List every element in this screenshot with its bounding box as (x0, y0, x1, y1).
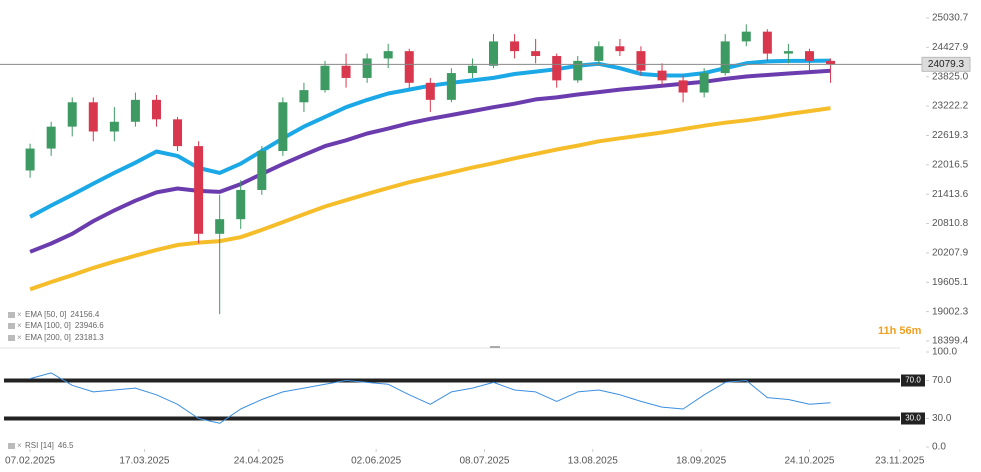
candle-body (67, 102, 77, 127)
legend-name: EMA [50, 0] (25, 310, 66, 319)
price-box (921, 56, 971, 72)
candle-body (657, 70, 667, 81)
candle-body (425, 82, 435, 100)
y-tick-label: 22016.5 (932, 159, 969, 170)
x-tick-label: 13.08.2025 (568, 456, 618, 467)
candle-body (699, 73, 709, 93)
level-box (901, 412, 925, 425)
ema-line (29, 68, 831, 254)
candle-body (615, 46, 625, 52)
rsi-line (29, 372, 831, 424)
candle-body (510, 41, 520, 52)
x-tick-label: 24.04.2025 (234, 456, 284, 467)
candle-body (257, 150, 267, 190)
price-label: 24079.3 (928, 59, 965, 70)
y-tick-label: 22619.3 (932, 130, 969, 141)
x-tick-label: 17.03.2025 (119, 456, 169, 467)
candle-body (109, 121, 119, 132)
candle-body (215, 219, 225, 234)
candle-body (678, 80, 688, 93)
level-label: 70.0 (905, 376, 921, 385)
candle-body (804, 51, 814, 61)
legend-icon (8, 335, 15, 341)
y-tick-label: 25030.7 (932, 13, 969, 24)
candle-body (762, 31, 772, 54)
legend-close: × (17, 310, 22, 319)
legend-value: 23946.6 (75, 321, 104, 330)
candle-body (467, 65, 477, 74)
y-tick-label: 24427.9 (932, 42, 969, 53)
y2-tick-label: 70.0 (932, 375, 952, 386)
ema-line (29, 106, 831, 292)
legend-name: EMA [200, 0] (25, 333, 71, 342)
legend-icon (8, 323, 15, 329)
legend-name: EMA [100, 0] (25, 321, 71, 330)
countdown: 11h 56m (878, 325, 922, 337)
candle-body (278, 102, 288, 151)
y-tick-label: 19002.3 (932, 306, 969, 317)
y-tick-label: 23222.2 (932, 101, 969, 112)
y-tick-label: 20810.8 (932, 218, 969, 229)
y-tick-label: 23825.0 (932, 71, 969, 82)
candle-body (489, 41, 499, 66)
candle-body (741, 31, 751, 42)
x-tick-label: 18.09.2025 (676, 456, 726, 467)
candle-body (720, 41, 730, 74)
legend-icon (8, 443, 15, 449)
candle-body (636, 51, 646, 71)
level-label: 30.0 (905, 414, 921, 423)
candle-body (236, 189, 246, 220)
x-tick-label: 23.11.2025 (875, 456, 925, 467)
legend-icon (8, 312, 15, 318)
candle-body (826, 60, 836, 65)
candle-body (173, 119, 183, 147)
x-tick-label: 07.02.2025 (5, 456, 55, 467)
candle-body (130, 99, 140, 122)
candle-body (151, 99, 161, 120)
candle-body (88, 102, 98, 132)
candle-body (531, 51, 541, 57)
y-tick-label: 20207.9 (932, 248, 969, 259)
y2-tick-label: 30.0 (932, 413, 952, 424)
candle-body (194, 146, 204, 234)
legend-value: 23181.3 (75, 333, 104, 342)
candle-body (383, 51, 393, 59)
candle-body (594, 46, 604, 61)
x-tick-label: 08.07.2025 (459, 456, 509, 467)
candle-body (552, 56, 562, 81)
candle-body (299, 90, 309, 103)
y-tick-label: 19605.1 (932, 277, 969, 288)
x-tick-label: 24.10.2025 (784, 456, 834, 467)
candle-body (783, 51, 793, 54)
legend-value: 46.5 (58, 441, 74, 450)
legend-value: 24156.4 (70, 310, 99, 319)
legend-close: × (17, 333, 22, 342)
candle-body (320, 65, 330, 91)
candle-body (404, 51, 414, 83)
legend-name: RSI [14] (25, 441, 54, 450)
candle-body (46, 126, 56, 149)
candle-body (362, 58, 372, 78)
y2-tick-label: 0.0 (932, 442, 946, 453)
candle-body (573, 60, 583, 81)
candle-body (446, 73, 456, 100)
candle-body (25, 148, 35, 171)
x-tick-label: 02.06.2025 (351, 456, 401, 467)
legend-close: × (17, 321, 22, 330)
candle-body (341, 65, 351, 78)
level-box (901, 374, 925, 387)
y-tick-label: 21413.6 (932, 189, 969, 200)
legend-close: × (17, 441, 22, 450)
y2-tick-label: 100.0 (932, 347, 957, 358)
y-tick-label: 18399.4 (932, 336, 969, 347)
